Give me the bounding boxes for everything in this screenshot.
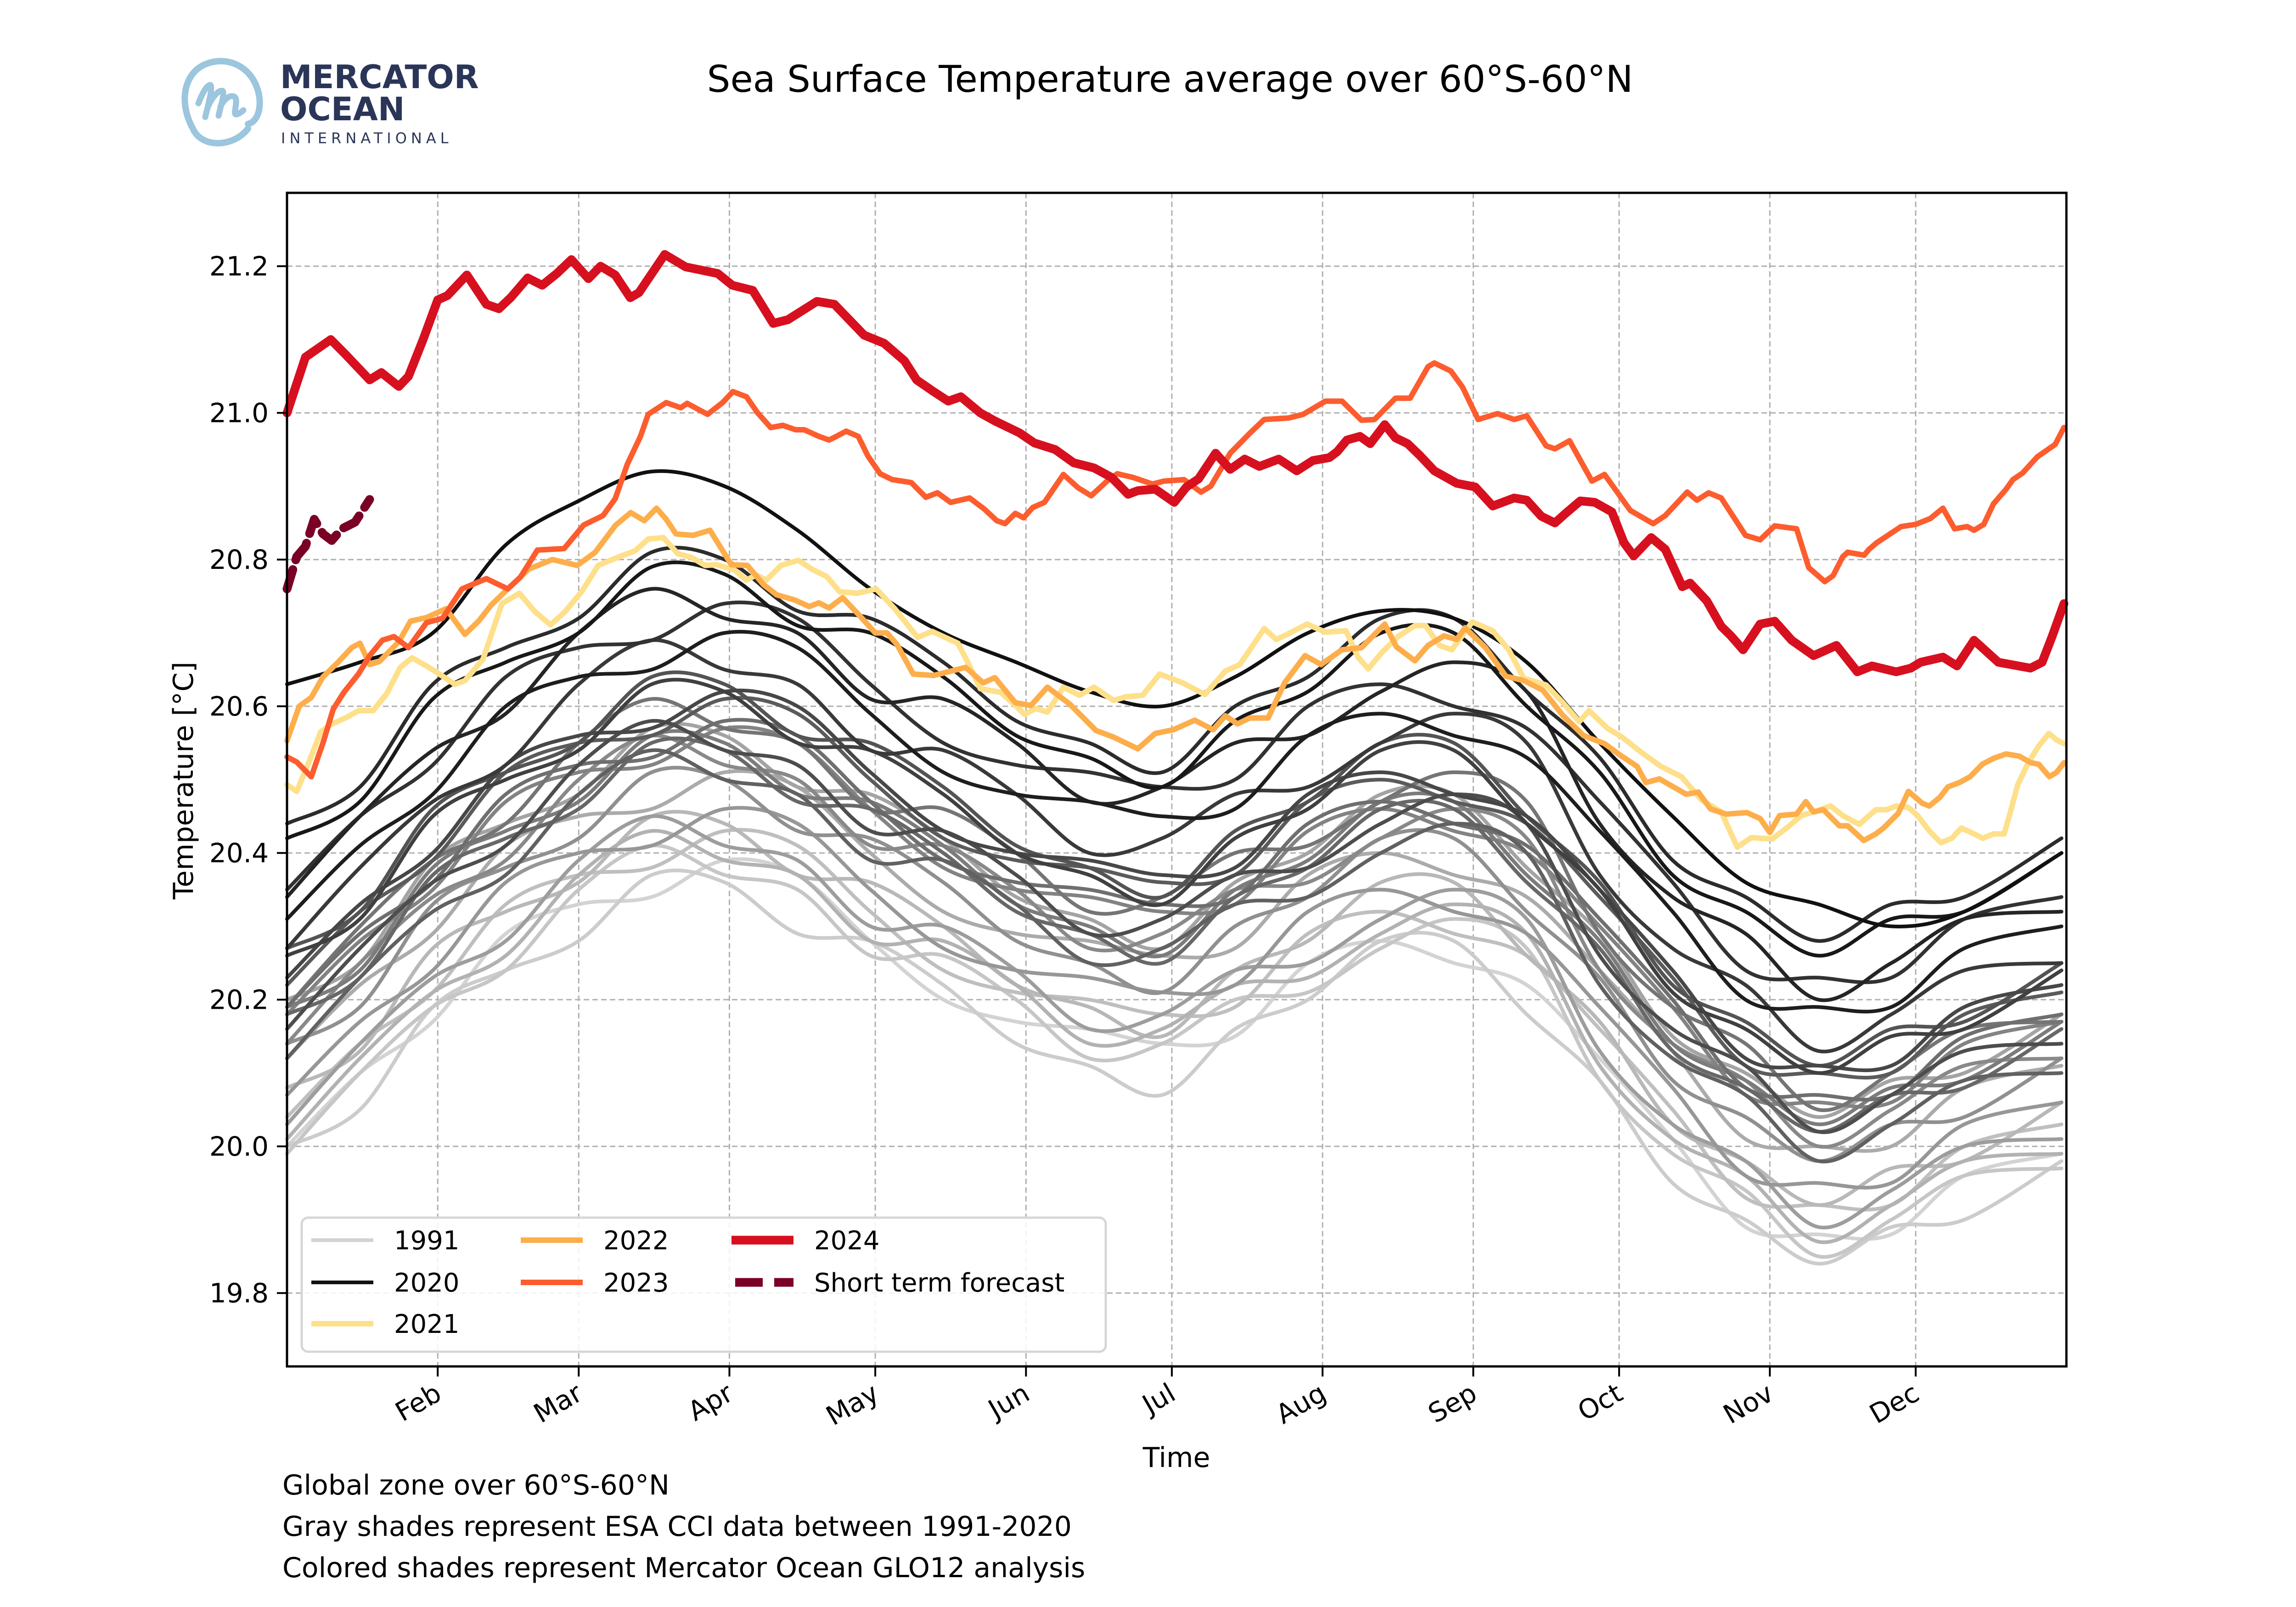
y-tick-label: 20.6 — [209, 691, 269, 722]
footnote-zone: Global zone over 60°S-60°N — [282, 1469, 670, 1501]
background-series — [285, 469, 2064, 1266]
series-line-2013 — [285, 678, 2064, 1075]
legend-item-2023: 2023 — [521, 1268, 669, 1298]
series-line-1994 — [285, 828, 2064, 1212]
footnote-colored: Colored shades represent Mercator Ocean … — [282, 1552, 1085, 1584]
series-line-2010 — [285, 670, 2064, 1068]
legend-label: 2024 — [814, 1226, 880, 1256]
series-line-2018 — [285, 629, 2064, 1014]
series-line-2020 — [285, 469, 2064, 928]
y-tick-label: 20.0 — [209, 1131, 269, 1162]
logo-line2: OCEAN — [280, 90, 405, 128]
legend-label: 2020 — [394, 1268, 460, 1298]
legend-label: 2021 — [394, 1309, 460, 1339]
legend-item-1991: 1991 — [311, 1226, 460, 1256]
x-axis-label: Time — [1142, 1442, 1210, 1474]
legend-item-2024: 2024 — [732, 1226, 880, 1256]
legend-label: 1991 — [394, 1226, 460, 1256]
logo-line3: INTERNATIONAL — [281, 129, 453, 147]
series-line-2001 — [285, 765, 2064, 1163]
mercator-m-circle-icon — [181, 58, 263, 146]
series-line-2012 — [285, 688, 2064, 1073]
y-tick-label: 19.8 — [209, 1277, 269, 1309]
mercator-logo: MERCATOR OCEAN INTERNATIONAL — [181, 58, 479, 147]
series-line-2007 — [285, 736, 2064, 1134]
logo-line1: MERCATOR — [280, 58, 479, 96]
legend-item-2021: 2021 — [311, 1309, 460, 1339]
series-line-2022 — [284, 505, 2067, 843]
y-tick-label: 20.2 — [209, 984, 269, 1015]
series-line-1999 — [285, 814, 2064, 1230]
footnote-gray: Gray shades represent ESA CCI data betwe… — [282, 1511, 1072, 1543]
series-line-2024 — [282, 250, 2069, 676]
y-tick-label: 20.4 — [209, 837, 269, 869]
series-line-2008 — [285, 748, 2064, 1163]
y-tick-label: 20.8 — [209, 544, 269, 575]
series-line-2014 — [285, 638, 2064, 1054]
legend-box — [300, 1216, 1107, 1353]
series-line-2000 — [285, 806, 2064, 1190]
series-line-2023 — [284, 360, 2067, 780]
legend-item-2022: 2022 — [521, 1226, 669, 1256]
series-line-2016 — [285, 545, 2064, 943]
legend: 1991 2020 2021 2022 2023 2024 Short term forec… — [300, 1216, 1107, 1353]
series-line-1991 — [285, 857, 2064, 1241]
colored-series — [282, 250, 2069, 850]
y-tick-label: 21.2 — [209, 251, 269, 282]
plot-frame — [286, 191, 2068, 1368]
legend-label: 2022 — [603, 1226, 669, 1256]
series-line-1992 — [285, 868, 2064, 1266]
legend-label: Short term forecast — [814, 1268, 1064, 1298]
legend-label: 2023 — [603, 1268, 669, 1298]
legend-item-short-term-forecast: Short term forecast — [735, 1268, 1064, 1298]
y-axis-label: Temperature [°C] — [168, 662, 200, 900]
series-line-1993 — [285, 843, 2064, 1259]
legend-item-2020: 2020 — [311, 1268, 460, 1298]
series-line-2015 — [285, 601, 2064, 984]
series-line-2021 — [284, 534, 2067, 850]
series-line-2019 — [285, 560, 2064, 958]
chart-title: Sea Surface Temperature average over 60°… — [707, 58, 1633, 101]
series-line-2004 — [285, 729, 2064, 1126]
series-line-short-term-forecast — [282, 495, 374, 594]
series-line-2011 — [285, 719, 2064, 1135]
y-tick-label: 21.0 — [209, 397, 269, 428]
